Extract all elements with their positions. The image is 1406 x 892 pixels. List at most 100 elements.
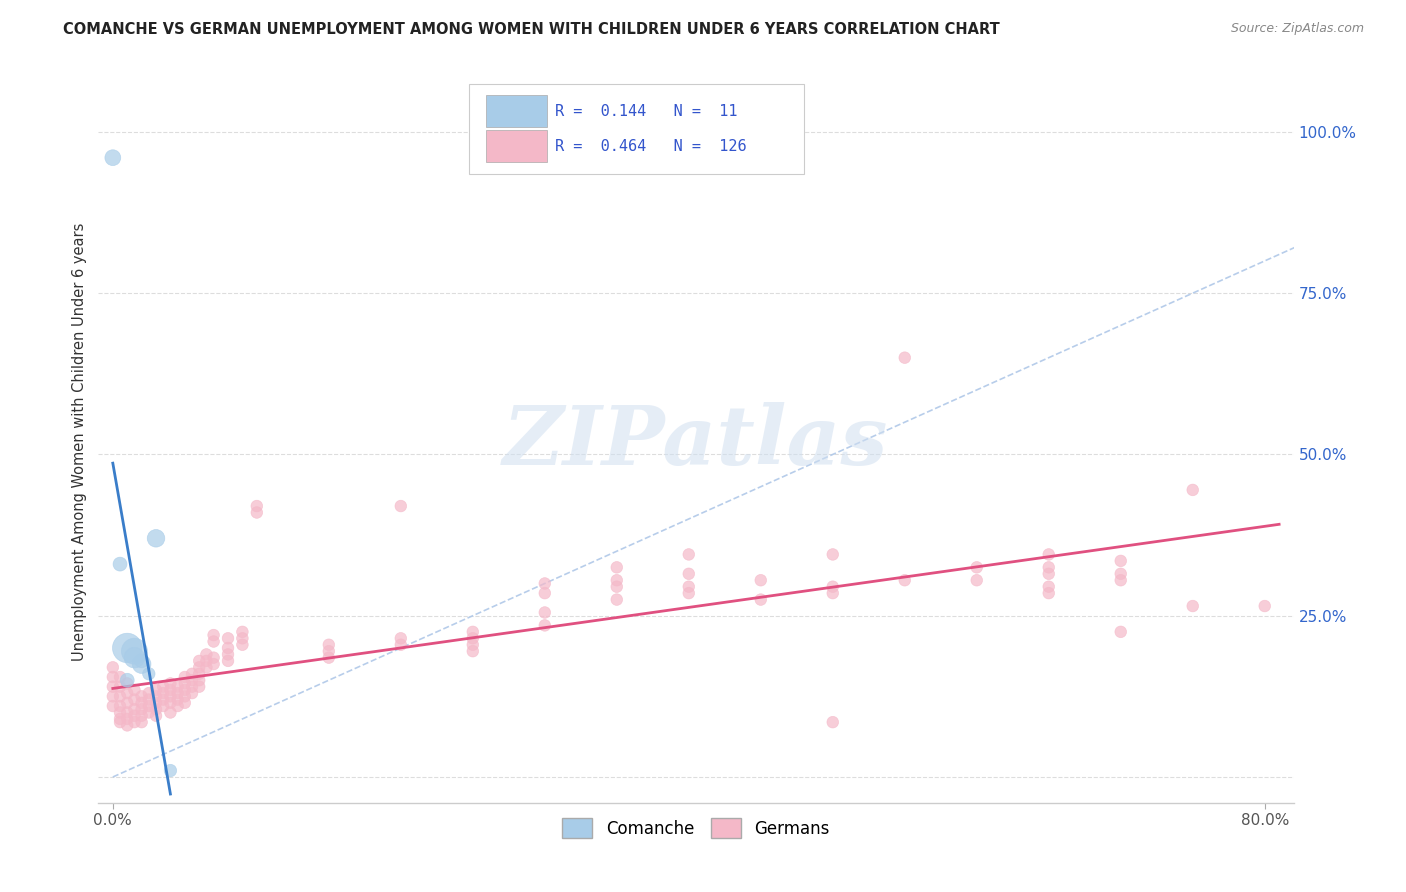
Point (131, 657, 153, 672)
Point (101, 699, 124, 714)
FancyBboxPatch shape (485, 130, 547, 162)
Point (1038, 566, 1060, 581)
Point (231, 624, 253, 639)
Point (159, 696, 181, 710)
Point (461, 644, 484, 658)
Point (1109, 573, 1132, 587)
Point (115, 686, 138, 700)
Point (188, 680, 211, 694)
Point (131, 708, 153, 723)
Point (159, 690, 181, 704)
Point (131, 696, 153, 710)
Point (145, 690, 167, 704)
Point (188, 673, 211, 688)
Point (173, 696, 195, 710)
Point (606, 560, 628, 574)
Point (533, 618, 555, 632)
Point (217, 654, 239, 668)
Point (108, 690, 131, 704)
Point (195, 654, 218, 668)
Text: ZIPatlas: ZIPatlas (503, 401, 889, 482)
Point (108, 670, 131, 684)
Point (195, 648, 218, 662)
Point (124, 715, 146, 730)
Point (231, 638, 253, 652)
Point (101, 690, 124, 704)
Point (1181, 599, 1204, 613)
Point (115, 640, 138, 655)
FancyBboxPatch shape (470, 84, 804, 174)
Point (159, 682, 181, 697)
Point (188, 654, 211, 668)
Point (152, 692, 174, 706)
Point (217, 648, 239, 662)
Point (246, 506, 269, 520)
Point (821, 548, 844, 562)
Point (389, 632, 412, 646)
Point (173, 670, 195, 684)
Point (108, 712, 131, 726)
Point (101, 660, 124, 674)
Point (318, 644, 340, 658)
Point (115, 718, 138, 732)
Point (533, 586, 555, 600)
Point (1038, 586, 1060, 600)
Point (131, 715, 153, 730)
Point (159, 764, 181, 778)
Point (145, 531, 167, 545)
Point (173, 690, 195, 704)
Point (1109, 624, 1132, 639)
Point (159, 706, 181, 720)
Point (821, 586, 844, 600)
Point (202, 634, 225, 648)
Point (461, 632, 484, 646)
Point (152, 680, 174, 694)
Point (101, 151, 124, 165)
Point (152, 699, 174, 714)
Point (124, 702, 146, 716)
Point (246, 499, 269, 513)
Point (893, 573, 915, 587)
Text: R =  0.464   N =  126: R = 0.464 N = 126 (555, 138, 747, 153)
Point (181, 686, 204, 700)
Point (181, 673, 204, 688)
Point (217, 632, 239, 646)
Point (138, 706, 160, 720)
Point (131, 654, 153, 668)
Point (678, 566, 700, 581)
Point (461, 624, 484, 639)
Point (166, 686, 188, 700)
Point (101, 680, 124, 694)
Point (1254, 599, 1277, 613)
Point (202, 628, 225, 642)
Point (1109, 554, 1132, 568)
Point (678, 586, 700, 600)
Point (749, 592, 772, 607)
Point (138, 686, 160, 700)
Point (231, 632, 253, 646)
Point (533, 576, 555, 591)
Point (138, 699, 160, 714)
Point (166, 680, 188, 694)
Point (108, 706, 131, 720)
Point (124, 692, 146, 706)
Point (1181, 483, 1204, 497)
Text: Source: ZipAtlas.com: Source: ZipAtlas.com (1230, 22, 1364, 36)
Text: COMANCHE VS GERMAN UNEMPLOYMENT AMONG WOMEN WITH CHILDREN UNDER 6 YEARS CORRELAT: COMANCHE VS GERMAN UNEMPLOYMENT AMONG WO… (63, 22, 1000, 37)
Point (217, 640, 239, 655)
Point (108, 699, 131, 714)
Point (389, 638, 412, 652)
Point (606, 580, 628, 594)
Point (166, 692, 188, 706)
Point (108, 715, 131, 730)
Point (181, 680, 204, 694)
Point (188, 660, 211, 674)
Point (821, 715, 844, 730)
Point (124, 644, 146, 658)
Point (678, 548, 700, 562)
Point (195, 660, 218, 674)
Point (1038, 580, 1060, 594)
Point (131, 690, 153, 704)
Point (202, 650, 225, 665)
Point (606, 573, 628, 587)
